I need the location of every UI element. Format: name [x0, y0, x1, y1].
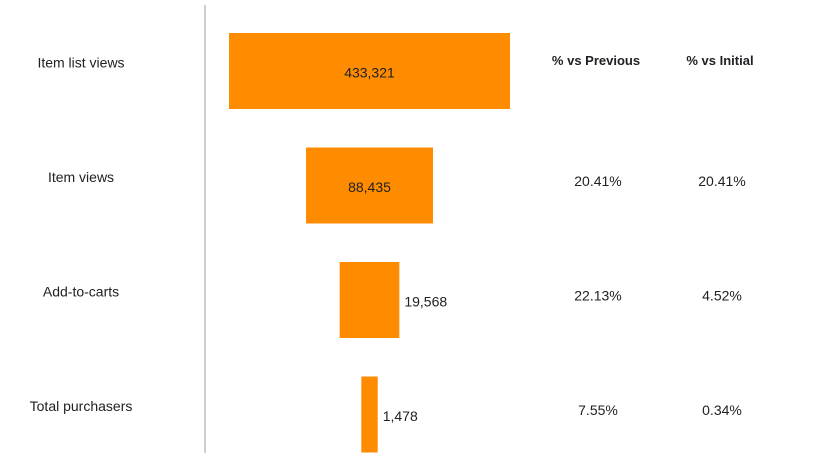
- funnel-bar: [229, 33, 510, 109]
- bar-value-label: 433,321: [344, 65, 395, 81]
- funnel-bar: [361, 376, 378, 453]
- bar-value-label: 88,435: [348, 179, 391, 195]
- pct-vs-previous: 7.55%: [578, 402, 618, 418]
- pct-vs-initial: 0.34%: [702, 402, 742, 418]
- pct-vs-previous: 22.13%: [574, 288, 621, 304]
- stage-label: Item views: [48, 169, 114, 185]
- header-vs-initial: % vs Initial: [686, 53, 753, 68]
- pct-vs-initial: 20.41%: [698, 173, 745, 189]
- bar-value-label: 19,568: [404, 294, 447, 310]
- bar-value-label: 1,478: [383, 408, 418, 424]
- stage-label: Add-to-carts: [43, 284, 119, 300]
- header-vs-previous: % vs Previous: [552, 53, 640, 68]
- funnel-bar: [339, 262, 400, 338]
- funnel-rows: Item list views 433,321 Item views 88,435 20…: [30, 33, 746, 453]
- pct-vs-initial: 4.52%: [702, 288, 742, 304]
- stage-label: Total purchasers: [30, 398, 133, 414]
- pct-vs-previous: 20.41%: [574, 173, 621, 189]
- stage-label: Item list views: [37, 55, 124, 71]
- funnel-bar: [306, 147, 433, 224]
